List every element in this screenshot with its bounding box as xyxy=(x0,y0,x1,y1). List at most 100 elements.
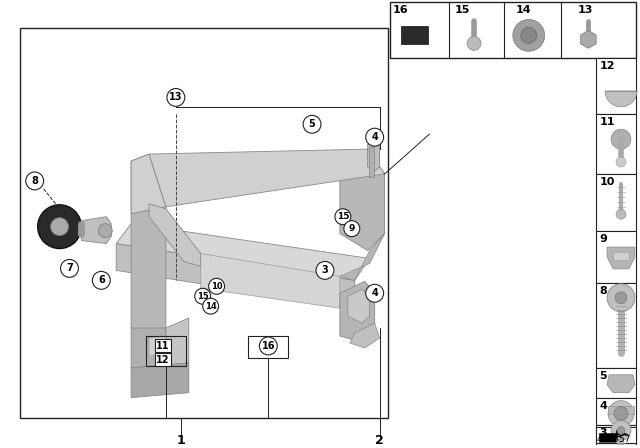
Bar xyxy=(596,283,636,368)
Circle shape xyxy=(167,88,185,106)
Text: 10: 10 xyxy=(599,177,614,187)
Bar xyxy=(596,427,636,444)
Text: 8: 8 xyxy=(31,176,38,186)
Bar xyxy=(596,231,636,283)
Text: 11: 11 xyxy=(156,341,170,351)
Polygon shape xyxy=(607,247,635,269)
Polygon shape xyxy=(166,318,189,368)
Polygon shape xyxy=(580,30,596,48)
Text: 3: 3 xyxy=(599,428,607,439)
Text: 2: 2 xyxy=(375,434,384,447)
Circle shape xyxy=(335,209,351,224)
Text: 15: 15 xyxy=(337,212,349,221)
Bar xyxy=(155,353,171,366)
Wedge shape xyxy=(605,91,637,107)
Bar xyxy=(613,252,629,260)
Circle shape xyxy=(608,401,634,426)
Circle shape xyxy=(259,337,277,355)
Bar xyxy=(369,147,374,177)
Circle shape xyxy=(365,128,383,146)
Polygon shape xyxy=(348,289,370,323)
Circle shape xyxy=(607,284,635,312)
Text: 9: 9 xyxy=(349,224,355,233)
Circle shape xyxy=(92,271,110,289)
Text: 4: 4 xyxy=(371,132,378,142)
Polygon shape xyxy=(350,323,380,348)
Polygon shape xyxy=(131,363,189,398)
Circle shape xyxy=(209,278,225,294)
Circle shape xyxy=(616,209,626,219)
Circle shape xyxy=(316,262,334,280)
Text: 11: 11 xyxy=(599,117,615,127)
Bar xyxy=(248,336,288,358)
Text: 12: 12 xyxy=(156,355,170,365)
Polygon shape xyxy=(131,328,166,376)
Polygon shape xyxy=(81,217,111,244)
Circle shape xyxy=(616,157,626,167)
Text: 13: 13 xyxy=(577,5,593,15)
Circle shape xyxy=(344,221,360,237)
Circle shape xyxy=(303,115,321,133)
Bar xyxy=(146,336,186,366)
Circle shape xyxy=(615,292,627,304)
Bar xyxy=(596,114,636,174)
Circle shape xyxy=(617,426,625,435)
Text: 3: 3 xyxy=(321,265,328,276)
Circle shape xyxy=(521,27,537,43)
Text: 8: 8 xyxy=(599,286,607,296)
Bar xyxy=(596,58,636,114)
Bar xyxy=(20,28,388,418)
Polygon shape xyxy=(340,233,385,280)
Polygon shape xyxy=(116,244,355,308)
Polygon shape xyxy=(149,204,201,267)
Polygon shape xyxy=(149,149,385,207)
Circle shape xyxy=(26,172,44,190)
Polygon shape xyxy=(201,254,340,308)
Text: 12: 12 xyxy=(599,60,615,71)
Bar xyxy=(596,368,636,398)
Polygon shape xyxy=(116,224,370,280)
Polygon shape xyxy=(340,281,374,343)
Circle shape xyxy=(203,298,219,314)
Text: 13: 13 xyxy=(169,92,182,103)
Bar xyxy=(596,398,636,426)
Text: 9: 9 xyxy=(599,233,607,244)
Circle shape xyxy=(61,259,79,277)
Bar xyxy=(608,405,634,414)
Polygon shape xyxy=(340,149,385,250)
Text: 16: 16 xyxy=(392,5,408,15)
Text: 490357: 490357 xyxy=(596,435,630,444)
Text: 16: 16 xyxy=(262,341,275,351)
Circle shape xyxy=(195,288,211,304)
Bar xyxy=(401,26,428,44)
Text: 15: 15 xyxy=(454,5,470,15)
Polygon shape xyxy=(131,154,166,336)
Polygon shape xyxy=(599,431,628,442)
Text: 10: 10 xyxy=(211,282,223,291)
Text: 5: 5 xyxy=(599,371,607,381)
Circle shape xyxy=(365,284,383,302)
Polygon shape xyxy=(607,375,635,392)
Circle shape xyxy=(614,407,628,421)
Circle shape xyxy=(513,19,545,51)
Text: 1: 1 xyxy=(177,434,185,447)
Polygon shape xyxy=(368,141,380,171)
Bar xyxy=(596,426,636,445)
Circle shape xyxy=(51,218,68,236)
Text: 4: 4 xyxy=(371,288,378,298)
Text: 7: 7 xyxy=(66,263,73,273)
Circle shape xyxy=(611,129,631,149)
Text: 5: 5 xyxy=(308,119,316,129)
Circle shape xyxy=(38,205,81,249)
Text: 6: 6 xyxy=(98,276,105,285)
Bar xyxy=(155,340,171,353)
Text: 4: 4 xyxy=(599,401,607,411)
Bar xyxy=(390,2,636,58)
Polygon shape xyxy=(149,336,166,356)
Circle shape xyxy=(467,36,481,50)
Text: 14: 14 xyxy=(205,302,216,310)
Circle shape xyxy=(611,421,631,440)
Text: 14: 14 xyxy=(516,5,531,15)
Text: 15: 15 xyxy=(197,292,209,301)
Circle shape xyxy=(99,224,112,237)
